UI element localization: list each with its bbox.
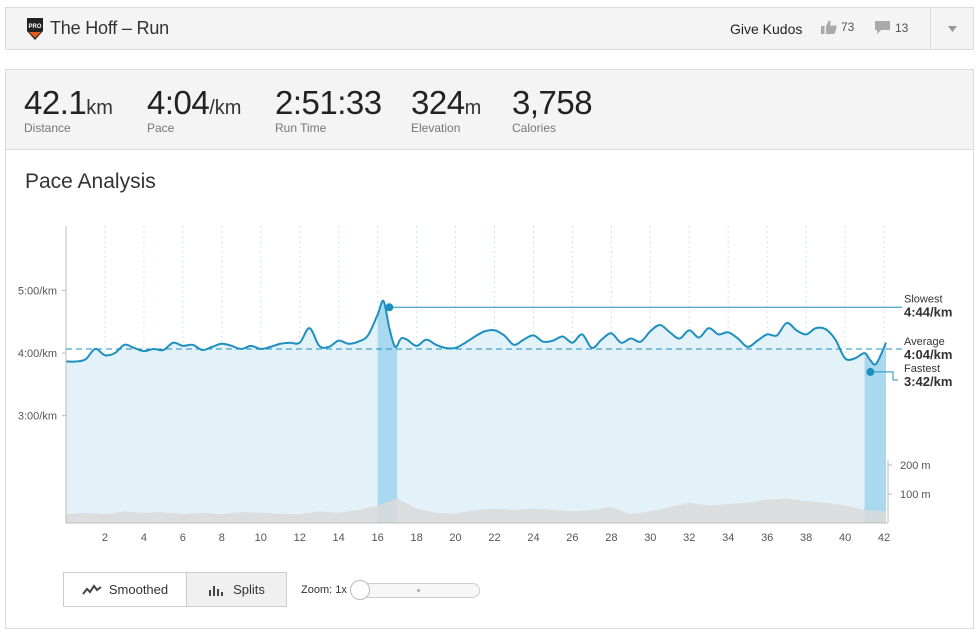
svg-text:PRO: PRO bbox=[28, 24, 41, 30]
smoothed-toggle[interactable]: Smoothed bbox=[63, 572, 187, 607]
stat-calories-value: 3,758 bbox=[512, 84, 593, 121]
y-tick-label-1: 4:00/km bbox=[18, 348, 57, 360]
x-tick-label-28: 28 bbox=[605, 532, 617, 544]
elevation-profile bbox=[66, 498, 886, 523]
stat-run-time-value: 2:51:33 bbox=[275, 84, 382, 121]
x-tick-label-20: 20 bbox=[449, 532, 461, 544]
x-tick-label-22: 22 bbox=[488, 532, 500, 544]
average-value: 4:04/km bbox=[904, 347, 952, 362]
stat-elevation-value: 324 bbox=[411, 84, 465, 121]
stat-pace-unit: /km bbox=[209, 97, 242, 119]
fastest-marker bbox=[866, 367, 875, 376]
fastest-label: Fastest bbox=[904, 363, 940, 375]
stat-pace-label: Pace bbox=[147, 121, 175, 135]
thumbs-up-icon bbox=[821, 20, 837, 34]
smoothed-label: Smoothed bbox=[108, 582, 169, 597]
kudos-count[interactable]: 73 bbox=[821, 20, 854, 34]
smoothed-line-icon bbox=[82, 583, 102, 595]
x-tick-label-6: 6 bbox=[180, 532, 186, 544]
caret-down-icon bbox=[948, 25, 957, 32]
x-tick-label-4: 4 bbox=[141, 532, 147, 544]
stat-pace: 4:04/km Pace bbox=[147, 84, 241, 135]
stats-bar: 42.1km Distance 4:04/km Pace 2:51:33 Run… bbox=[6, 70, 973, 150]
splits-toggle[interactable]: Splits bbox=[186, 572, 287, 607]
x-tick-label-34: 34 bbox=[722, 532, 734, 544]
chart-axes: 2 4 6 8 10 12 14 16 18 20 22 24 26 28 30 32 34 36 38 40 425:… bbox=[18, 226, 931, 544]
fastest-leader bbox=[870, 371, 898, 381]
zoom-label: Zoom: 1x bbox=[301, 584, 347, 596]
elevation-area bbox=[66, 498, 886, 523]
fastest-value: 3:42/km bbox=[904, 374, 952, 389]
kudos-count-value: 73 bbox=[841, 20, 855, 34]
x-tick-label-10: 10 bbox=[255, 532, 267, 544]
stat-distance-label: Distance bbox=[24, 121, 71, 135]
pace-area-fill bbox=[66, 300, 886, 523]
elevation-tick-label-0: 200 m bbox=[900, 460, 931, 472]
x-tick-label-26: 26 bbox=[566, 532, 578, 544]
x-tick-label-14: 14 bbox=[333, 532, 345, 544]
comment-count[interactable]: 13 bbox=[874, 20, 908, 35]
stat-distance-value: 42.1 bbox=[24, 84, 87, 121]
x-tick-label-38: 38 bbox=[800, 532, 812, 544]
x-tick-label-40: 40 bbox=[839, 532, 851, 544]
y-tick-label-2: 3:00/km bbox=[18, 411, 57, 423]
x-tick-label-32: 32 bbox=[683, 532, 695, 544]
y-tick-label-0: 5:00/km bbox=[18, 286, 57, 298]
slowest-label: Slowest bbox=[904, 293, 943, 305]
stat-elevation-unit: m bbox=[464, 97, 482, 119]
highlighted-split-0 bbox=[377, 300, 398, 523]
x-tick-label-36: 36 bbox=[761, 532, 773, 544]
slowest-marker bbox=[385, 303, 394, 312]
activity-title: The Hoff – Run bbox=[50, 18, 169, 38]
stat-elevation: 324m Elevation bbox=[411, 84, 481, 135]
pace-analysis-title: Pace Analysis bbox=[25, 170, 156, 193]
x-tick-label-42: 42 bbox=[878, 532, 890, 544]
x-tick-label-16: 16 bbox=[372, 532, 384, 544]
x-tick-label-2: 2 bbox=[102, 532, 108, 544]
zoom-slider-handle[interactable] bbox=[350, 580, 370, 600]
x-tick-label-12: 12 bbox=[294, 532, 306, 544]
average-label: Average bbox=[904, 336, 945, 348]
stat-run-time-label: Run Time bbox=[275, 121, 327, 135]
splits-label: Splits bbox=[233, 582, 265, 597]
activity-header: PRO The Hoff – Run Give Kudos 73 13 bbox=[5, 7, 974, 50]
stat-elevation-label: Elevation bbox=[411, 121, 461, 135]
give-kudos-button[interactable]: Give Kudos bbox=[730, 21, 803, 37]
stat-pace-value: 4:04 bbox=[147, 84, 210, 121]
x-tick-label-8: 8 bbox=[219, 532, 225, 544]
slowest-value: 4:44/km bbox=[904, 304, 952, 319]
stat-distance: 42.1km Distance bbox=[24, 84, 113, 135]
x-tick-label-18: 18 bbox=[410, 532, 422, 544]
elevation-tick-label-1: 100 m bbox=[900, 489, 931, 501]
comment-bubble-icon bbox=[875, 21, 890, 34]
pace-area bbox=[66, 300, 886, 523]
zoom-slider-marker bbox=[417, 589, 420, 592]
stat-calories: 3,758 Calories bbox=[512, 84, 593, 135]
x-tick-label-24: 24 bbox=[527, 532, 539, 544]
stat-run-time: 2:51:33 Run Time bbox=[275, 84, 382, 135]
stat-distance-unit: km bbox=[86, 97, 113, 119]
splits-bars-icon bbox=[209, 585, 224, 596]
highlighted-splits bbox=[377, 300, 886, 523]
pro-badge-icon: PRO bbox=[27, 18, 43, 40]
highlighted-split-1 bbox=[864, 342, 886, 523]
comment-count-value: 13 bbox=[895, 20, 909, 35]
x-tick-label-30: 30 bbox=[644, 532, 656, 544]
stat-calories-label: Calories bbox=[512, 121, 557, 135]
zoom-slider-track[interactable] bbox=[352, 583, 480, 598]
options-dropdown[interactable] bbox=[931, 8, 974, 49]
header-divider bbox=[930, 8, 931, 49]
